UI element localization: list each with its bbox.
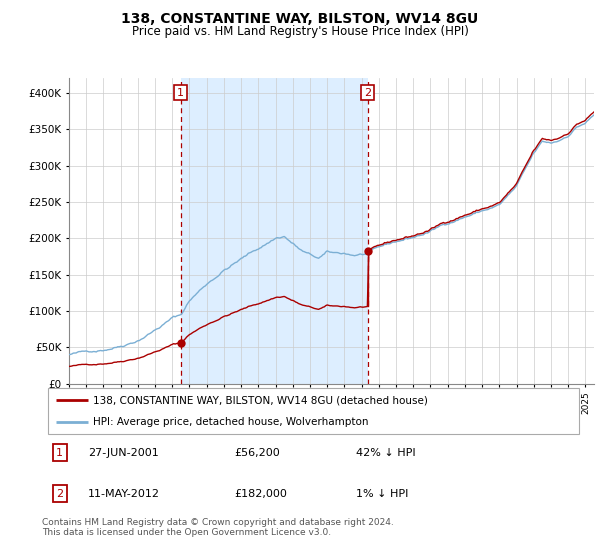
Text: 2: 2 xyxy=(56,488,63,498)
Text: 138, CONSTANTINE WAY, BILSTON, WV14 8GU: 138, CONSTANTINE WAY, BILSTON, WV14 8GU xyxy=(121,12,479,26)
Text: 42% ↓ HPI: 42% ↓ HPI xyxy=(356,448,416,458)
Text: 2: 2 xyxy=(364,87,371,97)
Text: 1: 1 xyxy=(56,448,63,458)
Text: Contains HM Land Registry data © Crown copyright and database right 2024.
This d: Contains HM Land Registry data © Crown c… xyxy=(42,518,394,538)
Text: £182,000: £182,000 xyxy=(234,488,287,498)
Text: £56,200: £56,200 xyxy=(234,448,280,458)
Text: 1: 1 xyxy=(177,87,184,97)
Text: 11-MAY-2012: 11-MAY-2012 xyxy=(88,488,160,498)
Text: Price paid vs. HM Land Registry's House Price Index (HPI): Price paid vs. HM Land Registry's House … xyxy=(131,25,469,38)
Text: 27-JUN-2001: 27-JUN-2001 xyxy=(88,448,158,458)
Text: HPI: Average price, detached house, Wolverhampton: HPI: Average price, detached house, Wolv… xyxy=(93,417,368,427)
Text: 138, CONSTANTINE WAY, BILSTON, WV14 8GU (detached house): 138, CONSTANTINE WAY, BILSTON, WV14 8GU … xyxy=(93,395,428,405)
Text: 1% ↓ HPI: 1% ↓ HPI xyxy=(356,488,409,498)
Bar xyxy=(181,78,368,384)
